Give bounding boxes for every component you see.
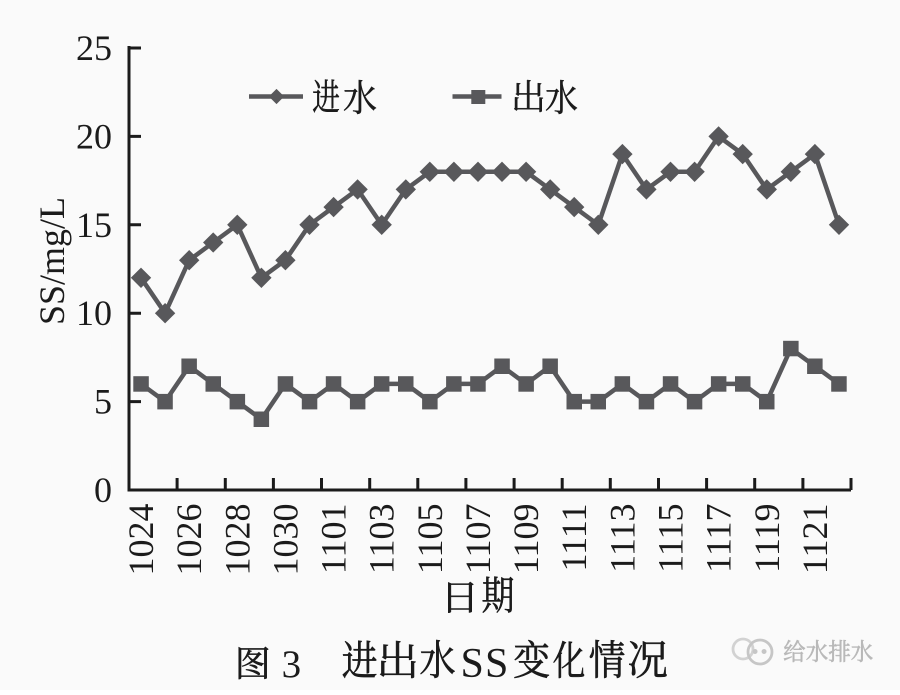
svg-text:1028: 1028 [217, 504, 257, 576]
svg-text:1101: 1101 [314, 504, 354, 575]
svg-text:1121: 1121 [795, 504, 835, 575]
svg-text:1030: 1030 [265, 504, 305, 576]
svg-text:25: 25 [76, 28, 112, 68]
svg-text:1117: 1117 [699, 504, 739, 573]
svg-text:1111: 1111 [554, 504, 594, 572]
svg-text:1024: 1024 [121, 504, 161, 576]
svg-text:SS: SS [461, 641, 510, 687]
svg-text:1119: 1119 [747, 504, 787, 573]
svg-text:SS/mg/L: SS/mg/L [32, 197, 72, 325]
svg-text:1105: 1105 [410, 504, 450, 575]
svg-text:10: 10 [76, 293, 112, 333]
svg-text:1103: 1103 [362, 504, 402, 575]
svg-text:1026: 1026 [169, 504, 209, 576]
svg-text:0: 0 [94, 470, 112, 510]
svg-text:20: 20 [76, 116, 112, 156]
svg-text:1115: 1115 [651, 504, 691, 573]
svg-text:15: 15 [76, 205, 112, 245]
svg-text:5: 5 [94, 382, 112, 422]
svg-text:1113: 1113 [602, 504, 642, 573]
svg-text:3: 3 [282, 643, 302, 686]
svg-text:1107: 1107 [458, 504, 498, 575]
svg-text:1109: 1109 [506, 504, 546, 575]
